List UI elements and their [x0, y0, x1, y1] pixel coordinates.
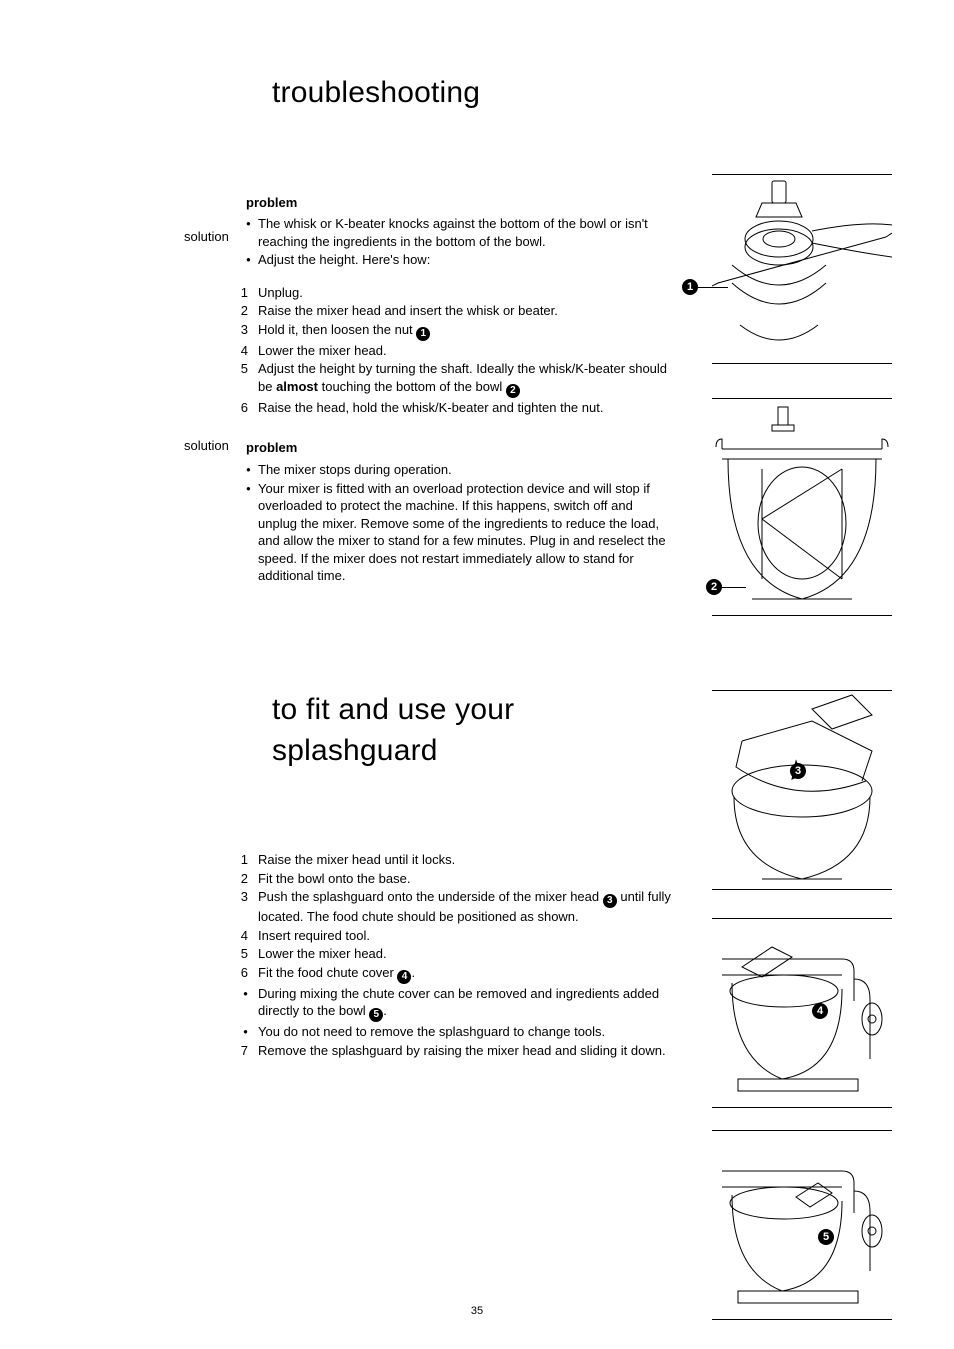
problem-heading-1: problem	[246, 194, 674, 212]
figure-1: 1	[712, 174, 892, 364]
problem2-solution-bullet-wrap: Your mixer is fitted with an overload pr…	[246, 480, 674, 585]
ref-circle-2: 2	[506, 384, 520, 398]
ref-circle-1: 1	[416, 327, 430, 341]
problem1-solution-bullet-wrap: Adjust the height. Here's how:	[246, 251, 674, 269]
step-4: 4Lower the mixer head.	[234, 342, 674, 360]
sg-step-7: 7Remove the splashguard by raising the m…	[234, 1042, 674, 1060]
problem1-bullet-1: The whisk or K-beater knocks against the…	[246, 215, 674, 250]
figure-2-label: 2	[706, 579, 722, 595]
figure-1-label: 1	[682, 279, 698, 295]
figure-3-label: 3	[790, 763, 806, 779]
figure-4-label: 4	[812, 1003, 828, 1019]
problem1-solution-bullet: Adjust the height. Here's how:	[246, 251, 674, 269]
step-2: 2Raise the mixer head and insert the whi…	[234, 302, 674, 320]
sg-step-2: 2Fit the bowl onto the base.	[234, 870, 674, 888]
problem1-bullets: The whisk or K-beater knocks against the…	[246, 215, 674, 250]
section-title-splashguard: to fit and use your splashguard	[272, 690, 674, 771]
sg-step-5: 5Lower the mixer head.	[234, 945, 674, 963]
problem2-bullets: The mixer stops during operation.	[246, 461, 674, 479]
figure-2-pointer	[722, 587, 746, 588]
problem2-bullet-1: The mixer stops during operation.	[246, 461, 674, 479]
sg-step-3: 3Push the splashguard onto the underside…	[234, 888, 674, 926]
ref-circle-3: 3	[603, 894, 617, 908]
page-number: 35	[0, 1304, 954, 1319]
step-3: 3Hold it, then loosen the nut 1	[234, 321, 674, 341]
solution-label-2: solution	[184, 437, 229, 455]
figure-3: 3	[712, 690, 892, 890]
figure-2: 2	[712, 398, 892, 616]
content-column: troubleshooting problem The whisk or K-b…	[184, 73, 674, 586]
splashguard-steps: 1Raise the mixer head until it locks. 2F…	[234, 851, 674, 1059]
sg-bullet-1: ●During mixing the chute cover can be re…	[234, 985, 674, 1023]
ref-circle-4: 4	[397, 970, 411, 984]
step-1: 1Unplug.	[234, 284, 674, 302]
problem-heading-2: problem	[246, 439, 674, 457]
problem1-steps: 1Unplug. 2Raise the mixer head and inser…	[234, 284, 674, 417]
solution-label-1: solution	[184, 228, 229, 246]
content-column-2: to fit and use your splashguard 1Raise t…	[184, 690, 674, 1060]
figure-1-pointer	[698, 287, 728, 288]
figure-2-svg	[712, 399, 892, 617]
figure-4-svg	[712, 919, 892, 1109]
problem2-solution-bullet: Your mixer is fitted with an overload pr…	[246, 480, 674, 585]
page: troubleshooting problem The whisk or K-b…	[0, 0, 954, 1349]
step-5: 5Adjust the height by turning the shaft.…	[234, 360, 674, 398]
sg-step-6: 6Fit the food chute cover 4.	[234, 964, 674, 984]
figure-1-svg	[712, 175, 892, 365]
step-6: 6Raise the head, hold the whisk/K-beater…	[234, 399, 674, 417]
figure-4: 4	[712, 918, 892, 1108]
sg-step-1: 1Raise the mixer head until it locks.	[234, 851, 674, 869]
section-title-troubleshooting: troubleshooting	[272, 73, 674, 114]
sg-bullet-2: ●You do not need to remove the splashgua…	[234, 1023, 674, 1041]
figure-5-svg	[712, 1131, 892, 1321]
ref-circle-5: 5	[369, 1008, 383, 1022]
figure-3-svg	[712, 691, 892, 891]
figure-5-label: 5	[818, 1229, 834, 1245]
figure-5: 5	[712, 1130, 892, 1320]
sg-step-4: 4Insert required tool.	[234, 927, 674, 945]
